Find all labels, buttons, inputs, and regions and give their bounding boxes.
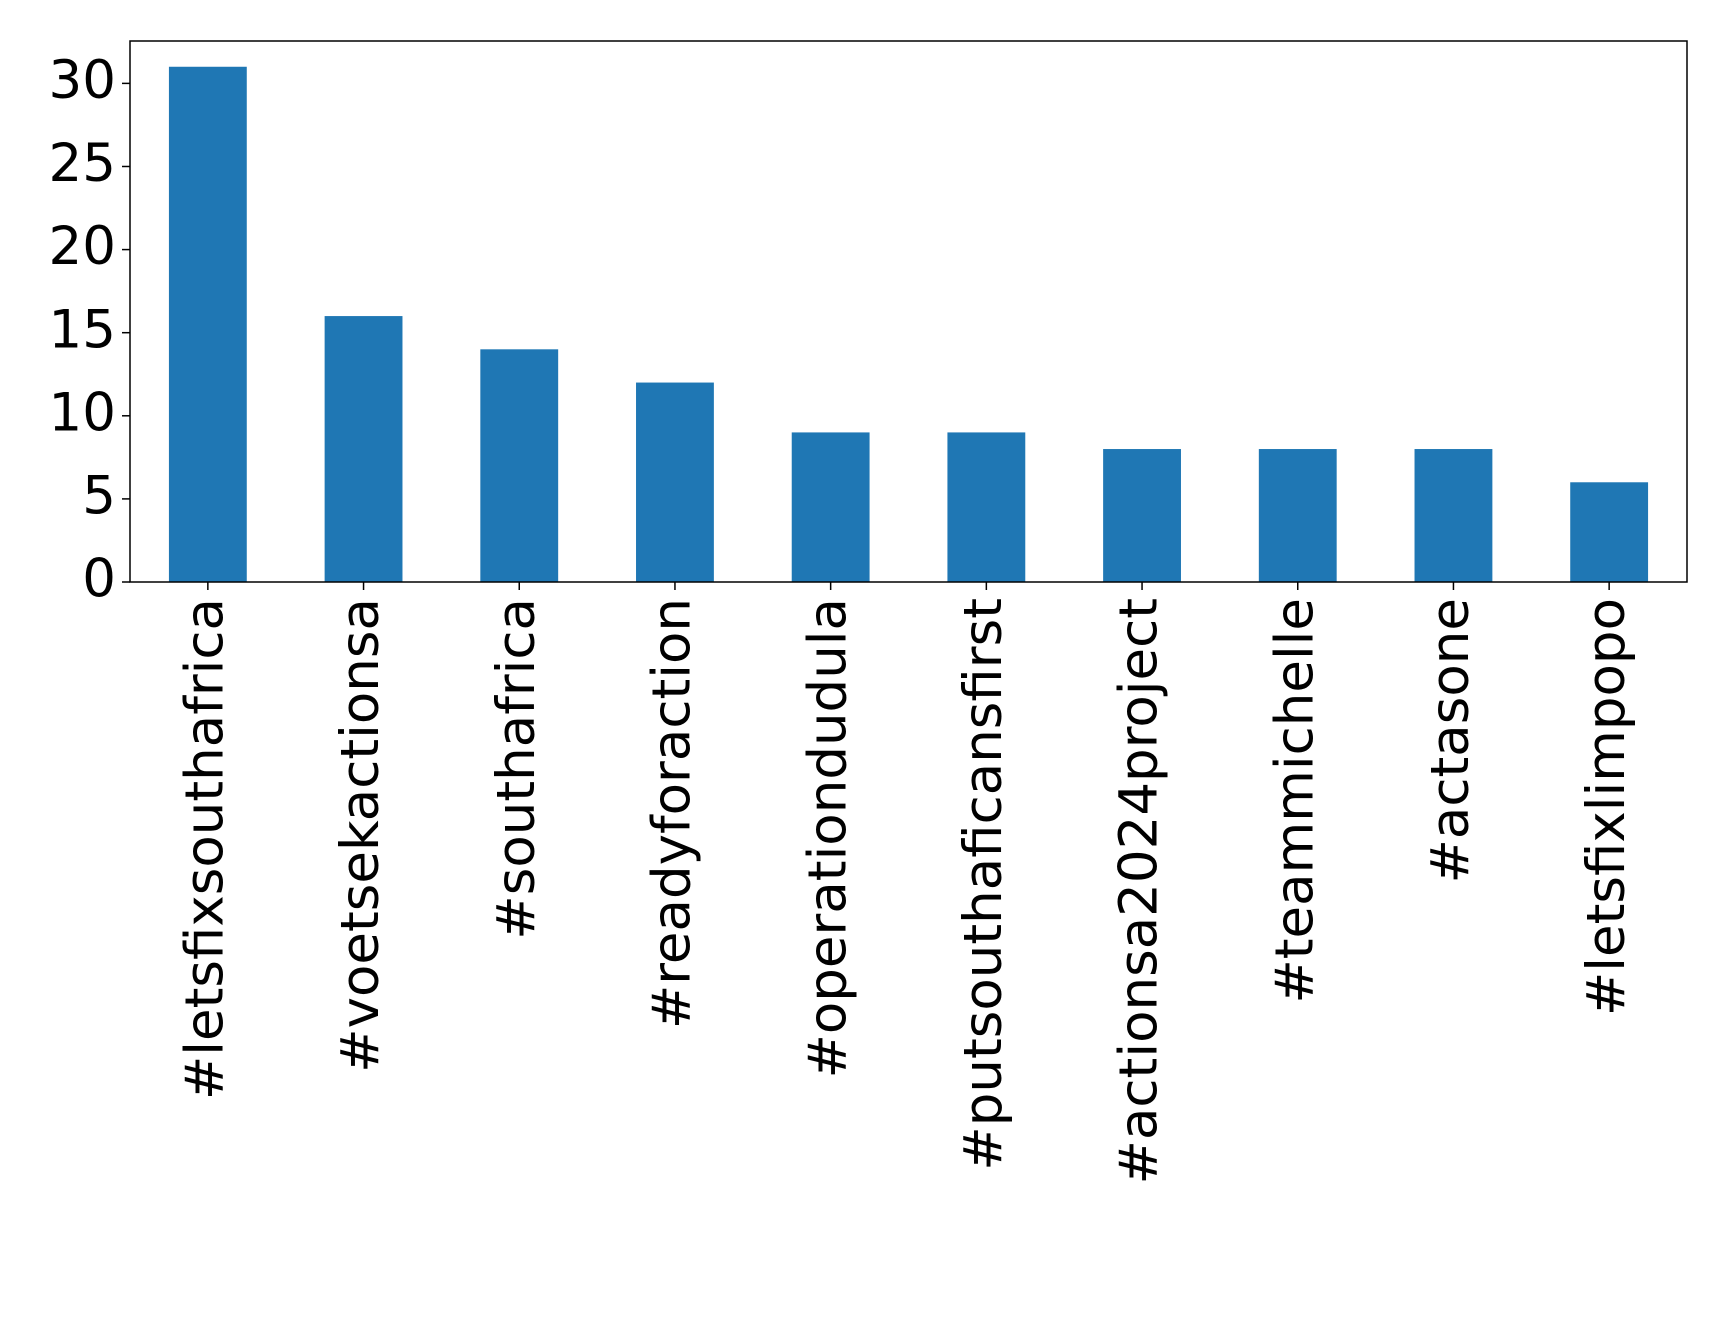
bar: [636, 382, 714, 582]
x-tick-label: #actionsa2024project: [1109, 598, 1170, 1184]
y-tick-label: 15: [49, 299, 116, 360]
bar: [1570, 482, 1649, 582]
y-tick-label: 10: [49, 382, 116, 443]
bar: [1414, 449, 1493, 582]
y-tick-label: 20: [49, 216, 116, 277]
x-tick-label: #putsouthaficansfirst: [953, 598, 1014, 1171]
bar: [791, 432, 870, 582]
plot-frame: [129, 40, 1688, 583]
bar: [947, 432, 1026, 582]
y-tick-label: 5: [82, 466, 116, 527]
bar: [1103, 449, 1181, 582]
y-tick-label: 25: [49, 133, 116, 194]
x-tick-label: #letsfixlimpopo: [1576, 598, 1637, 1016]
bar: [324, 316, 403, 582]
bar: [480, 349, 559, 582]
bar: [1258, 449, 1337, 582]
x-tick-label: #teammichelle: [1264, 598, 1325, 1004]
x-tick-label: #southafrica: [486, 598, 547, 940]
x-tick-label: #readyforaction: [642, 598, 703, 1029]
x-tick-label: #actasone: [1420, 598, 1481, 884]
x-tick-label: #voetsekactionsa: [330, 598, 391, 1073]
x-tick-label: #letsfixsouthafrica: [174, 598, 235, 1100]
y-tick-label: 0: [82, 549, 116, 610]
x-tick-label: #operationdudula: [797, 598, 858, 1079]
bar: [168, 66, 247, 582]
y-tick-label: 30: [49, 50, 116, 111]
